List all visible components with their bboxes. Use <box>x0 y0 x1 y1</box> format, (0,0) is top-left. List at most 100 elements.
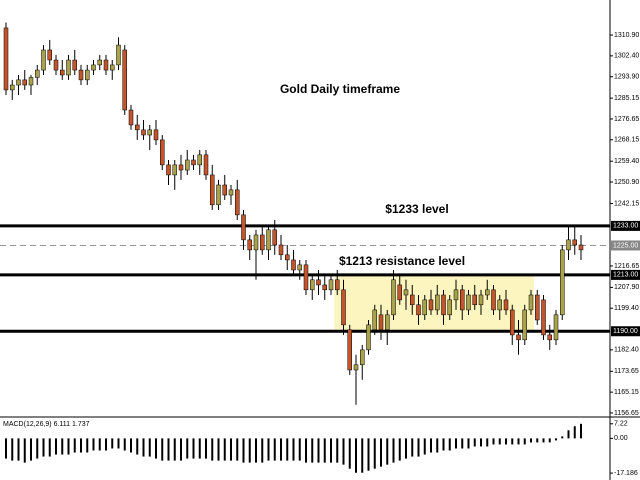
candle-body <box>360 349 365 366</box>
candle-body <box>16 79 21 86</box>
macd-bar <box>242 438 245 463</box>
price-label-box <box>611 326 640 337</box>
candle-body <box>578 244 584 251</box>
y-tick-label: 1268.15 <box>614 137 639 144</box>
y-tick-label: 1199.40 <box>614 305 639 312</box>
macd-bar <box>36 438 39 459</box>
macd-bar <box>317 438 320 463</box>
y-tick-label: -17.186 <box>614 470 638 477</box>
y-tick-label: 1293.90 <box>614 74 639 81</box>
candle-body <box>22 79 27 86</box>
candle-body <box>72 59 77 71</box>
candle-body <box>397 284 402 301</box>
candle-body <box>441 294 446 316</box>
candle-body <box>428 299 434 311</box>
candle-body <box>541 299 546 336</box>
macd-bar <box>73 438 76 453</box>
candle-body <box>385 314 390 331</box>
candle-body <box>497 299 502 311</box>
candle-body <box>522 309 527 341</box>
macd-bar <box>236 438 239 461</box>
macd-bar <box>30 438 32 461</box>
candle-body <box>435 294 440 311</box>
macd-bar <box>5 438 7 459</box>
candle-body <box>310 279 315 291</box>
macd-bar <box>311 438 314 463</box>
macd-bar <box>136 438 139 455</box>
macd-bar <box>105 438 107 451</box>
candle-body <box>197 154 202 166</box>
candle-body <box>241 214 246 241</box>
price-label-box <box>611 269 640 280</box>
macd-bar <box>92 438 95 451</box>
candle-body <box>66 59 71 76</box>
macd-bar <box>386 438 389 465</box>
macd-bar <box>380 438 382 467</box>
macd-bar <box>111 438 114 449</box>
macd-bar <box>467 438 470 449</box>
macd-bar <box>417 438 420 457</box>
macd-bar <box>405 438 407 459</box>
macd-bar <box>86 438 89 453</box>
y-tick-label: 1207.90 <box>614 284 639 291</box>
macd-bar <box>355 438 357 473</box>
candle-body <box>566 239 571 251</box>
candle-body <box>535 294 540 321</box>
macd-bar <box>180 438 182 461</box>
candle-body <box>447 299 452 316</box>
candle-body <box>460 289 465 311</box>
candle-body <box>135 124 140 131</box>
candle-body <box>172 164 177 176</box>
macd-bar <box>173 438 176 461</box>
candle-body <box>53 59 59 71</box>
macd-bar <box>480 438 482 447</box>
candle-body <box>560 249 565 316</box>
macd-bar <box>373 438 376 469</box>
macd-bar <box>55 438 57 455</box>
candle-body <box>185 159 190 171</box>
macd-bar <box>186 438 189 459</box>
candle-body <box>97 59 102 66</box>
candle-body <box>372 309 377 331</box>
level-label: 1190.00 <box>613 328 638 335</box>
macd-bar <box>398 438 401 461</box>
candle-body <box>328 279 334 291</box>
macd-bar <box>217 438 220 461</box>
macd-bar <box>580 423 582 439</box>
price-label-box <box>611 220 640 231</box>
candle-body <box>347 329 352 371</box>
candle-body <box>47 49 52 61</box>
current-price-label: 1225.00 <box>613 242 638 249</box>
candle-body <box>291 259 296 271</box>
candle-body <box>191 159 196 166</box>
candle-body <box>510 309 515 336</box>
y-tick-label: 1216.65 <box>614 263 639 270</box>
candle-body <box>410 294 415 306</box>
macd-bar <box>298 438 301 461</box>
macd-bar <box>473 438 476 447</box>
candle-body <box>235 189 240 216</box>
macd-bar <box>23 438 26 463</box>
y-tick-label: 1302.40 <box>614 53 639 60</box>
macd-bar <box>361 438 364 473</box>
macd-bar <box>280 438 282 461</box>
price-label-box <box>611 240 640 251</box>
candle-body <box>391 279 396 316</box>
candle-body <box>178 164 184 171</box>
macd-bar <box>248 438 251 463</box>
macd-bar <box>448 438 451 451</box>
y-tick-label: 1259.40 <box>614 158 639 165</box>
macd-bar <box>192 438 195 459</box>
macd-bar <box>392 438 395 463</box>
macd-bar <box>117 438 120 449</box>
candle-body <box>278 244 284 256</box>
candle-body <box>316 279 321 286</box>
macd-bar <box>517 438 520 445</box>
candle-body <box>303 264 309 291</box>
macd-bar <box>292 438 295 461</box>
macd-bar <box>142 438 145 457</box>
macd-bar <box>167 438 170 461</box>
candle-body <box>166 164 171 176</box>
candle-body <box>60 69 65 76</box>
macd-bar <box>573 426 576 439</box>
